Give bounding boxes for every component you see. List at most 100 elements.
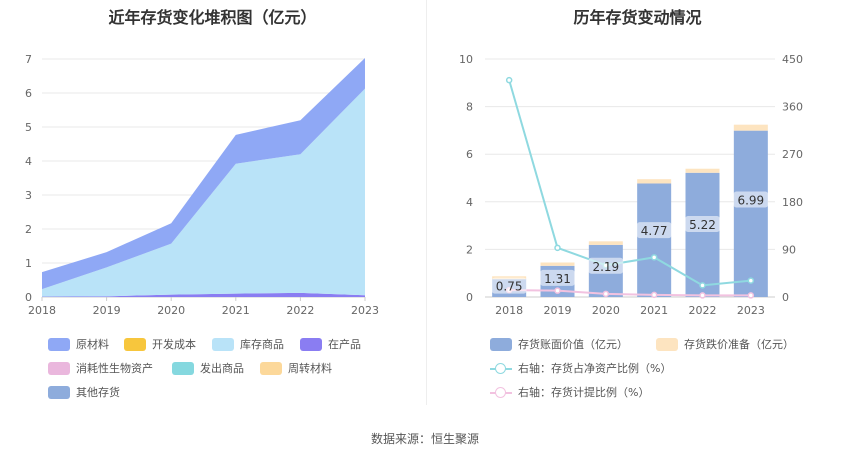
stacked-area-chart: 0 1 2 3 4 5 6 7 2018 2019 2020 2021 2022 2023: [25, 53, 379, 317]
y-right-tick-label: 360: [782, 101, 803, 114]
legend-swatch: [124, 337, 146, 351]
y-tick-label: 7: [25, 53, 32, 66]
bar-impairment: [733, 124, 768, 131]
y-tick-label: 4: [25, 155, 32, 168]
legend-item[interactable]: 开发成本: [124, 336, 196, 352]
bar-label-bg: [685, 215, 720, 232]
bar-impairment: [540, 262, 575, 266]
line-point: [602, 290, 610, 298]
left-chart-title: 近年存货变化堆积图（亿元）: [108, 8, 317, 27]
x-tick-label: 2022: [286, 304, 314, 317]
legend-item[interactable]: 原材料: [48, 336, 109, 352]
legend-swatch: [172, 361, 194, 375]
legend-swatch: [490, 386, 512, 399]
x-tick-label: 2023: [737, 304, 765, 317]
legend-label: 其他存货: [76, 386, 120, 399]
bar-impairment: [637, 179, 672, 184]
area-series-在产品: [42, 292, 365, 297]
bar-data-label: 2.19: [592, 260, 619, 274]
y-left-tick-label: 10: [459, 53, 473, 66]
legend-item[interactable]: 右轴：存货占净资产比例（%）: [490, 360, 671, 376]
legend-swatch: [300, 337, 322, 351]
y-right-tick-label: 0: [782, 291, 789, 304]
right-chart-title: 历年存货变动情况: [573, 8, 702, 27]
area-series-原材料: [42, 57, 365, 290]
data-source-note: 数据来源：恒生聚源: [370, 432, 479, 446]
legend-item[interactable]: 存货账面价值（亿元）: [490, 336, 628, 352]
y-left-tick-label: 6: [466, 148, 473, 161]
legend-label: 存货账面价值（亿元）: [518, 338, 628, 351]
y-tick-label: 0: [25, 291, 32, 304]
legend-label: 存货跌价准备（亿元）: [684, 338, 794, 351]
line-point: [747, 277, 755, 284]
line-point: [699, 282, 706, 289]
legend-item[interactable]: 发出商品: [172, 360, 244, 376]
legend-label: 发出商品: [200, 362, 244, 375]
y-left-tick-label: 2: [466, 243, 473, 256]
line-point: [650, 254, 658, 261]
legend-item[interactable]: 库存商品: [212, 336, 284, 352]
y-tick-label: 6: [25, 87, 32, 100]
legend-label: 原材料: [76, 338, 109, 351]
y-left-tick-label: 4: [466, 196, 473, 209]
line-inventory-to-net-assets: [508, 79, 751, 287]
legend-item[interactable]: 消耗性生物资产: [48, 360, 153, 376]
line-impairment-ratio: [509, 289, 751, 297]
line-point: [747, 292, 755, 299]
inventory-bar-line-chart: 0 2 4 6 8 10 0 90 180 270 360 450 2018 2019 2020 2021 20…: [459, 53, 803, 317]
bar-impairment: [588, 241, 623, 245]
legend-swatch: [490, 362, 512, 375]
legend-label: 周转材料: [288, 362, 332, 375]
x-tick-label: 2021: [640, 304, 668, 317]
bar-data-label: 6.99: [737, 194, 764, 208]
x-tick-label: 2018: [28, 304, 56, 317]
legend-label: 开发成本: [152, 338, 196, 351]
x-tick-label: 2021: [222, 304, 250, 317]
y-right-tick-label: 180: [782, 196, 803, 209]
legend-item[interactable]: 存货跌价准备（亿元）: [656, 336, 794, 352]
bar-label-bg: [540, 269, 575, 286]
bar-data-label: 4.77: [641, 224, 668, 238]
y-tick-label: 5: [25, 121, 32, 134]
bar-label-bg: [733, 191, 769, 208]
x-tick-label: 2020: [592, 304, 620, 317]
panel-divider: [426, 0, 427, 405]
legend-swatch: [490, 337, 512, 351]
y-tick-label: 1: [25, 257, 32, 270]
legend-label: 在产品: [328, 338, 361, 351]
line-point: [505, 76, 513, 84]
bar-book-value: [637, 183, 672, 297]
legend-label: 右轴：存货计提比例（%）: [518, 386, 650, 399]
legend-swatch: [48, 385, 70, 399]
bar-label-bg: [491, 277, 527, 294]
area-series-库存商品: [42, 88, 365, 297]
bar-impairment: [685, 168, 720, 173]
legend-item[interactable]: 在产品: [300, 336, 361, 352]
bar-data-label: 5.22: [689, 218, 716, 232]
legend-swatch: [48, 337, 70, 351]
bar-label-bg: [588, 257, 624, 274]
y-right-tick-label: 90: [782, 243, 796, 256]
legend-swatch: [260, 361, 282, 375]
x-tick-label: 2019: [544, 304, 572, 317]
x-tick-label: 2018: [495, 304, 523, 317]
legend-item[interactable]: 右轴：存货计提比例（%）: [490, 384, 649, 400]
legend-swatch: [656, 337, 678, 351]
legend-item[interactable]: 其他存货: [48, 384, 120, 400]
bar-book-value: [733, 130, 768, 297]
legend-swatch: [212, 337, 234, 351]
legend-label: 库存商品: [240, 338, 284, 351]
line-point: [699, 292, 706, 299]
x-tick-label: 2023: [351, 304, 379, 317]
line-point: [554, 287, 561, 294]
y-tick-label: 3: [25, 189, 32, 202]
bar-label-bg: [636, 222, 672, 239]
y-left-tick-label: 0: [466, 291, 473, 304]
x-tick-label: 2020: [157, 304, 185, 317]
y-right-tick-label: 270: [782, 148, 803, 161]
legend-item[interactable]: 周转材料: [260, 360, 332, 376]
bar-book-value: [685, 172, 720, 297]
legend-label: 右轴：存货占净资产比例（%）: [518, 362, 672, 375]
line-point: [554, 244, 561, 252]
y-right-tick-label: 450: [782, 53, 803, 66]
